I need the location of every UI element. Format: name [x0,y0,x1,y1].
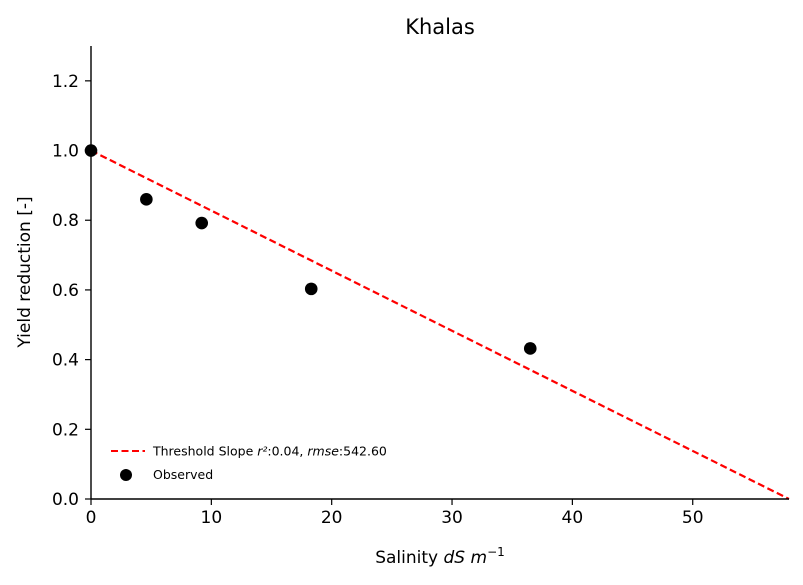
legend-observed-label: Observed [153,467,213,482]
x-tick-label: 50 [682,508,704,528]
x-tick-label: 0 [86,508,97,528]
y-tick-label: 1.0 [52,142,79,162]
y-axis-ticks: 0.0 0.2 0.4 0.6 0.8 1.0 1.2 [52,72,91,510]
y-tick-label: 0.2 [52,420,79,440]
y-tick-label: 0.8 [52,211,79,231]
observed-point [140,193,153,206]
x-tick-label: 10 [201,508,223,528]
y-axis-title: Yield reduction [-] [15,196,35,348]
y-tick-label: 0.4 [52,351,79,371]
x-axis-title: Salinity dS m−1 [375,545,505,568]
x-axis-ticks: 0 10 20 30 40 50 [86,499,704,528]
legend-observed-marker [120,469,132,481]
x-tick-label: 20 [321,508,343,528]
x-tick-label: 30 [441,508,463,528]
observed-point [195,216,209,230]
chart-title: Khalas [405,15,475,39]
threshold-line-layer [90,149,790,500]
plot-area [84,144,790,500]
y-tick-label: 1.2 [52,72,79,92]
observed-points [84,144,537,355]
legend: Threshold Slope r²:0.04, rmse:542.60 Obs… [111,444,387,482]
y-tick-label: 0.0 [52,490,79,510]
y-tick-label: 0.6 [52,281,79,301]
x-tick-label: 40 [562,508,584,528]
observed-point [523,342,537,355]
threshold-slope-line [90,149,790,500]
observed-point [304,282,318,296]
legend-threshold-label: Threshold Slope r²:0.04, rmse:542.60 [152,444,387,459]
